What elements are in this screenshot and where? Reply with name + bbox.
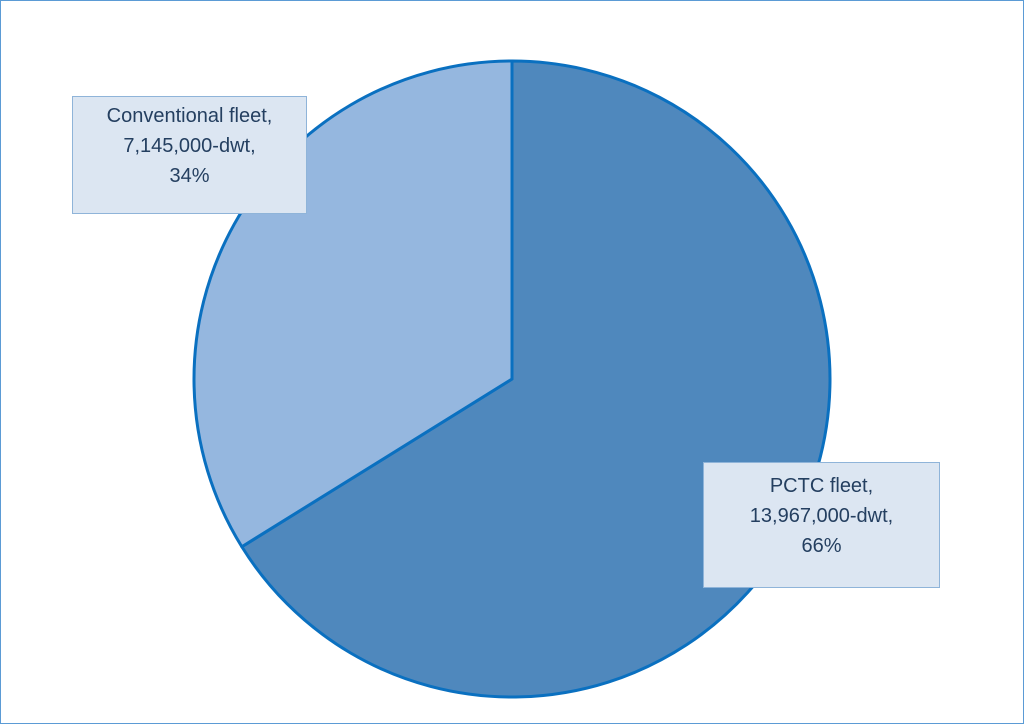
pctc-fleet-label-name: PCTC fleet,	[769, 475, 874, 497]
conventional-fleet-data-label: Conventional fleet, 7,145,000-dwt, 34%	[72, 96, 307, 214]
conventional-fleet-label-percent: 34%	[169, 165, 210, 187]
conventional-fleet-label-name: Conventional fleet,	[106, 105, 273, 127]
pctc-fleet-data-label: PCTC fleet, 13,967,000-dwt, 66%	[703, 462, 940, 588]
conventional-fleet-label-value: 7,145,000-dwt,	[123, 135, 256, 157]
pctc-fleet-label-value: 13,967,000-dwt,	[749, 505, 894, 527]
pctc-fleet-label-percent: 66%	[801, 535, 842, 557]
